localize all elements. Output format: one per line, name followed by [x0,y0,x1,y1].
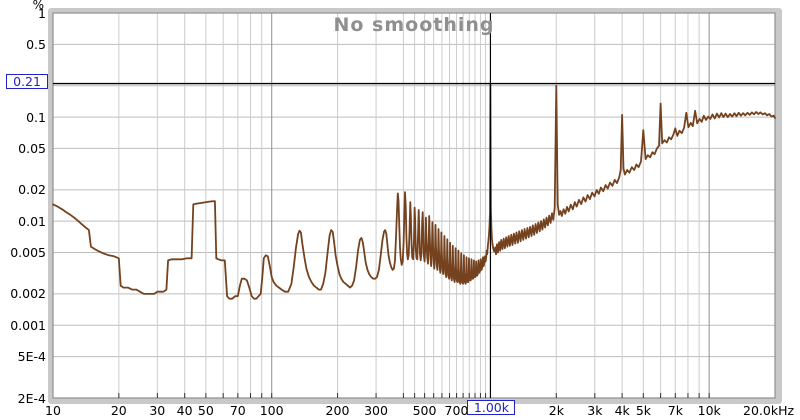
cursor-frequency-readout: 1.00k [467,400,516,415]
distortion-trace [52,82,776,300]
cursor-level-readout: 0.21 [6,74,48,90]
plot-area[interactable] [53,13,775,398]
plot-border [52,12,776,399]
